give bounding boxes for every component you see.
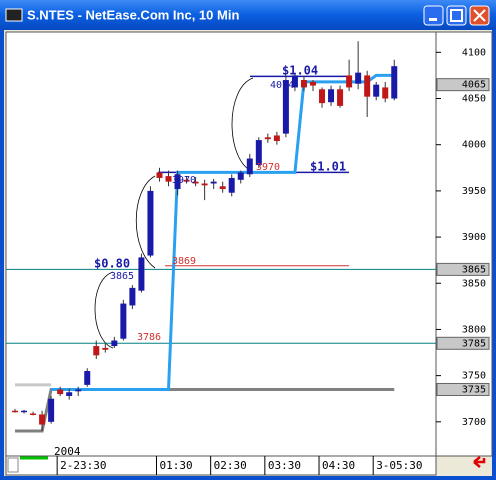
app-icon[interactable] [5, 8, 23, 22]
close-icon [473, 9, 486, 22]
y-tick-label: 3900 [462, 232, 486, 243]
candle-body [48, 398, 55, 422]
candle-body [39, 414, 46, 425]
candle-body [373, 84, 380, 97]
level-series [51, 73, 395, 391]
x-tick-label: 03:30 [268, 459, 301, 472]
candle-body [129, 287, 136, 306]
x-tick-label: 2-23:30 [60, 459, 106, 472]
x-tick-label: 01:30 [159, 459, 192, 472]
candle-body [391, 66, 398, 99]
candle-body [319, 89, 326, 104]
annotation: 3865 [110, 271, 134, 282]
annotation: 3970 [172, 175, 196, 186]
minimize-button[interactable] [423, 5, 444, 26]
y-tick-label: 4100 [462, 47, 486, 58]
candle-body [12, 410, 18, 413]
candle-body [309, 81, 316, 86]
candle-body [328, 89, 335, 103]
candle-body [291, 75, 298, 88]
window-title: S.NTES - NetEase.Com Inc, 10 Min [27, 7, 239, 22]
maximize-icon [450, 9, 463, 22]
candle-body [273, 135, 280, 142]
candle-body [30, 413, 37, 416]
scroll-box[interactable] [7, 457, 19, 473]
candle-body [174, 174, 181, 190]
candle-body [57, 389, 64, 395]
y-tick-label: 3800 [462, 324, 486, 335]
candle-body [255, 140, 262, 166]
candle-body [337, 89, 344, 106]
annotation: $1.01 [310, 160, 346, 174]
candle-body [246, 158, 253, 175]
title-bar [0, 0, 496, 30]
price-marker-label: 3865 [462, 264, 486, 275]
arc [136, 175, 156, 269]
annotation: $0.80 [94, 257, 130, 271]
candle-body [165, 176, 172, 182]
annotation: 3869 [172, 256, 196, 267]
time-axis [5, 455, 437, 476]
y-tick-label: 3700 [462, 417, 486, 428]
candle-body [228, 177, 235, 193]
candle-body [156, 172, 163, 178]
candle-body [75, 389, 82, 392]
candle-body [364, 75, 371, 97]
x-tick-label: 02:30 [214, 459, 247, 472]
candle-body [346, 75, 353, 88]
annotation: $1.04 [282, 64, 318, 78]
candle-body [21, 410, 28, 413]
candle-body [264, 137, 271, 140]
price-marker-label: 4065 [462, 80, 486, 91]
chart: 3700 3750 3800 3850 3900 3950 4000 4050 4100 2-23… [6, 41, 490, 475]
annotation: 4074 [270, 80, 294, 91]
price-marker-box [436, 382, 490, 396]
y-tick-label: 4050 [462, 94, 486, 105]
arc [231, 77, 254, 173]
candle-body [93, 346, 100, 356]
price-marker-label: 3735 [462, 384, 486, 395]
scroll-arrow[interactable] [473, 456, 486, 468]
minimize-icon [429, 18, 437, 21]
plot-area [5, 31, 437, 457]
candle-body [147, 190, 154, 256]
price-marker-box [436, 336, 490, 350]
candle-body [282, 80, 289, 134]
candle-body [382, 87, 389, 99]
annotation: 3786 [137, 332, 161, 343]
x-tick-label: 04:30 [322, 459, 355, 472]
candle-body [201, 183, 208, 186]
candle-body [111, 340, 118, 347]
candle-body [210, 181, 217, 184]
y-tick-label: 3850 [462, 278, 486, 289]
x-tick-label: 3-05:30 [376, 459, 422, 472]
maximize-button[interactable] [446, 5, 467, 26]
candle-body [138, 257, 145, 291]
candle-body [183, 179, 190, 182]
annotation: 3970 [256, 162, 280, 173]
y-tick-label: 3750 [462, 371, 486, 382]
price-marker-box [436, 78, 490, 92]
y-tick-label: 3950 [462, 186, 486, 197]
candle-body [84, 371, 91, 385]
candle-body [192, 181, 199, 184]
candle-body [102, 347, 109, 350]
price-marker-label: 3785 [462, 338, 486, 349]
candle-body [66, 392, 73, 396]
candle-body [120, 303, 127, 339]
candle-body [237, 172, 244, 180]
annotation: 2004 [54, 445, 81, 458]
candle-body [355, 72, 362, 84]
candle-body [300, 80, 307, 88]
y-tick-label: 4000 [462, 140, 486, 151]
candle-body [219, 186, 226, 190]
window-buttons [423, 5, 490, 26]
price-marker-box [436, 262, 490, 276]
